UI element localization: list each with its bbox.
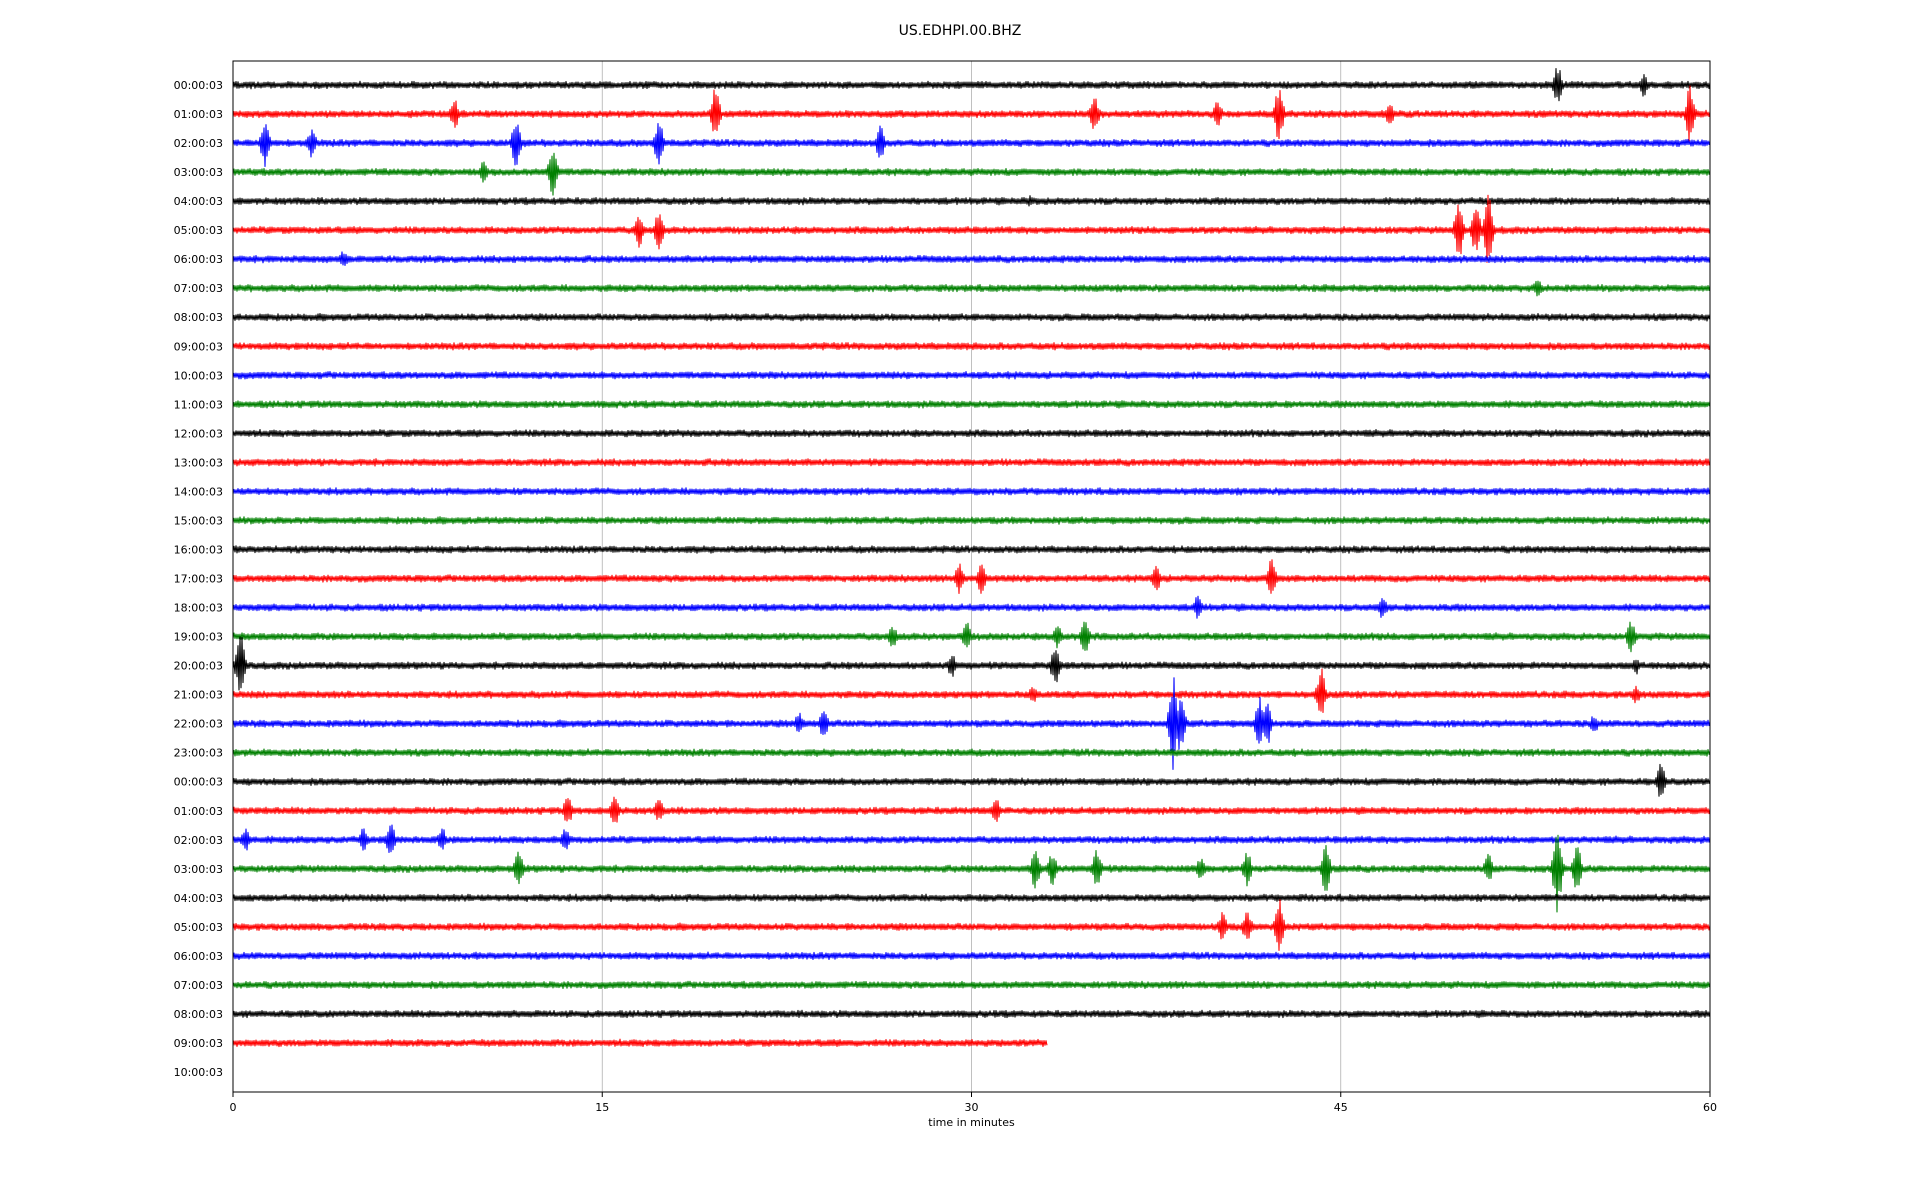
row-time-label: 03:00:03 xyxy=(174,863,223,876)
row-time-label: 23:00:03 xyxy=(174,747,223,760)
trace-line xyxy=(232,371,1711,380)
trace-line xyxy=(232,824,1711,854)
chart-title: US.EDHPI.00.BHZ xyxy=(899,23,1022,39)
row-time-label: 09:00:03 xyxy=(174,340,223,353)
row-time-label: 12:00:03 xyxy=(174,427,223,440)
row-labels: 00:00:03 01:00:03 02:00:03 03:00:03 04:00:03… xyxy=(174,79,223,1079)
row-time-label: 08:00:03 xyxy=(174,311,223,324)
trace-line xyxy=(232,341,1711,351)
x-axis-label: time in minutes xyxy=(928,1116,1015,1129)
row-time-label: 03:00:03 xyxy=(174,166,223,179)
trace-line xyxy=(232,400,1711,409)
trace-line xyxy=(232,122,1711,168)
row-time-label: 15:00:03 xyxy=(174,514,223,527)
row-time-label: 22:00:03 xyxy=(174,718,223,731)
row-time-label: 08:00:03 xyxy=(174,1008,223,1021)
trace-line xyxy=(232,748,1711,757)
trace-line xyxy=(232,893,1711,903)
row-time-label: 14:00:03 xyxy=(174,485,223,498)
trace-line xyxy=(232,834,1711,913)
x-tick-label: 30 xyxy=(965,1101,979,1114)
trace-line xyxy=(232,280,1711,297)
row-time-label: 10:00:03 xyxy=(174,369,223,382)
trace-line xyxy=(232,621,1711,653)
row-time-label: 21:00:03 xyxy=(174,689,223,702)
trace-line xyxy=(232,429,1711,438)
trace-line xyxy=(232,312,1711,322)
row-time-label: 00:00:03 xyxy=(174,79,223,92)
row-time-label: 06:00:03 xyxy=(174,950,223,963)
row-time-label: 10:00:03 xyxy=(174,1066,223,1079)
x-axis: 0 15 30 45 60 xyxy=(230,1092,1717,1114)
trace-line xyxy=(232,487,1711,496)
trace-line xyxy=(232,796,1711,823)
x-tick-label: 45 xyxy=(1334,1101,1348,1114)
trace-line xyxy=(232,195,1711,207)
trace-line xyxy=(232,458,1711,467)
trace-line xyxy=(232,545,1711,554)
row-time-label: 13:00:03 xyxy=(174,456,223,469)
trace-line xyxy=(232,1038,1048,1048)
trace-layer xyxy=(232,68,1711,1048)
trace-line xyxy=(232,636,1711,691)
trace-line xyxy=(232,516,1711,525)
trace-line xyxy=(232,763,1711,797)
trace-line xyxy=(232,152,1711,196)
row-time-label: 16:00:03 xyxy=(174,543,223,556)
trace-line xyxy=(232,595,1711,619)
trace-line xyxy=(232,68,1711,102)
row-time-label: 07:00:03 xyxy=(174,282,223,295)
row-time-label: 17:00:03 xyxy=(174,573,223,586)
row-time-label: 19:00:03 xyxy=(174,631,223,644)
row-time-label: 09:00:03 xyxy=(174,1037,223,1050)
row-time-label: 20:00:03 xyxy=(174,660,223,673)
row-time-label: 01:00:03 xyxy=(174,108,223,121)
trace-line xyxy=(232,251,1711,267)
row-time-label: 02:00:03 xyxy=(174,137,223,150)
x-tick-label: 15 xyxy=(595,1101,609,1114)
row-time-label: 06:00:03 xyxy=(174,253,223,266)
trace-line xyxy=(232,951,1711,961)
row-time-label: 11:00:03 xyxy=(174,398,223,411)
trace-line xyxy=(232,899,1711,951)
row-time-label: 02:00:03 xyxy=(174,834,223,847)
trace-line xyxy=(232,85,1711,142)
trace-line xyxy=(232,194,1711,263)
trace-line xyxy=(232,668,1711,714)
row-time-label: 05:00:03 xyxy=(174,921,223,934)
trace-line xyxy=(232,980,1711,990)
trace-line xyxy=(232,559,1711,595)
row-time-label: 00:00:03 xyxy=(174,776,223,789)
x-tick-label: 60 xyxy=(1703,1101,1717,1114)
row-time-label: 18:00:03 xyxy=(174,602,223,615)
row-time-label: 05:00:03 xyxy=(174,224,223,237)
trace-line xyxy=(232,677,1711,770)
x-tick-label: 0 xyxy=(230,1101,237,1114)
row-time-label: 01:00:03 xyxy=(174,805,223,818)
trace-line xyxy=(232,1009,1711,1019)
row-time-label: 07:00:03 xyxy=(174,979,223,992)
row-time-label: 04:00:03 xyxy=(174,892,223,905)
row-time-label: 04:00:03 xyxy=(174,195,223,208)
